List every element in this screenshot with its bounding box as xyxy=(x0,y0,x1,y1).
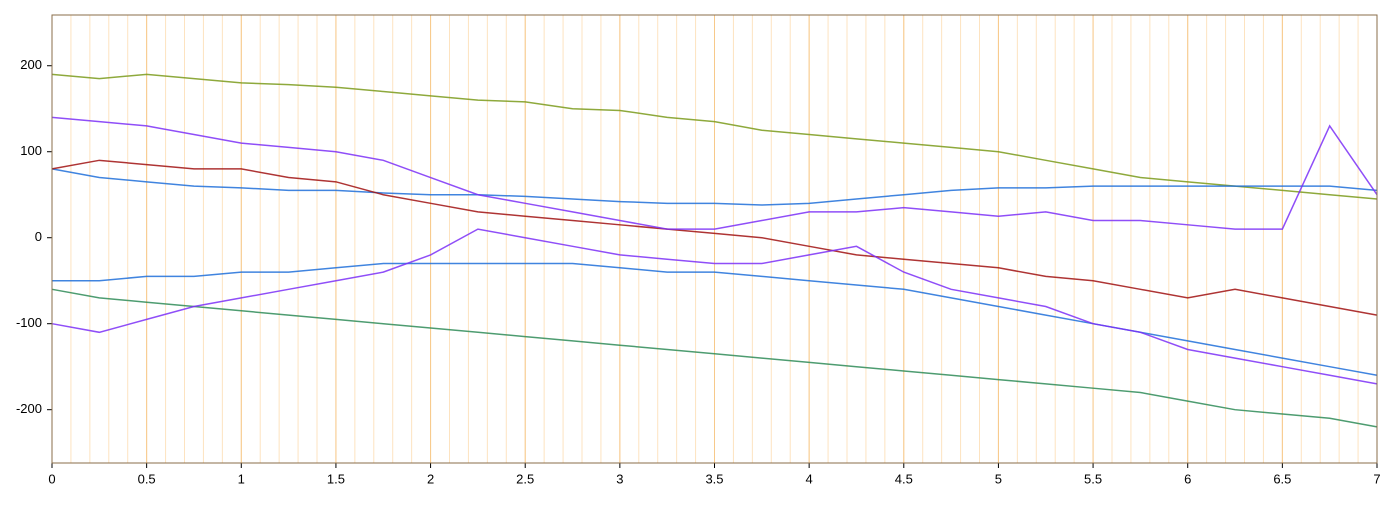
series-line xyxy=(51,159,1378,316)
x-tick-label: 2.5 xyxy=(516,471,534,486)
x-tick-label: 2 xyxy=(427,471,434,486)
x-tick-label: 6.5 xyxy=(1273,471,1291,486)
y-tick-label: 200 xyxy=(20,57,42,72)
plot-frame xyxy=(51,14,1378,464)
y-tick-label: -200 xyxy=(16,401,42,416)
series-line xyxy=(52,262,1378,377)
series-line xyxy=(51,73,1378,200)
series-line xyxy=(51,168,1378,206)
series-line xyxy=(51,288,1378,428)
x-tick-label: 0 xyxy=(48,471,55,486)
x-tick-label: 3 xyxy=(616,471,623,486)
y-tick-label: 100 xyxy=(20,143,42,158)
x-tick-label: 4.5 xyxy=(895,471,913,486)
x-tick-label: 6 xyxy=(1184,471,1191,486)
x-tick-label: 1.5 xyxy=(327,471,345,486)
series-line xyxy=(51,116,1378,230)
x-tick-label: 4 xyxy=(806,471,813,486)
x-tick-label: 5 xyxy=(995,471,1002,486)
y-tick-label: -100 xyxy=(16,315,42,330)
x-tick-label: 1 xyxy=(238,471,245,486)
x-tick-label: 3.5 xyxy=(705,471,723,486)
x-tick-label: 7 xyxy=(1373,471,1380,486)
x-tick-label: 0.5 xyxy=(138,471,156,486)
x-tick-label: 5.5 xyxy=(1084,471,1102,486)
y-tick-label: 0 xyxy=(35,229,42,244)
series-line xyxy=(51,228,1378,385)
